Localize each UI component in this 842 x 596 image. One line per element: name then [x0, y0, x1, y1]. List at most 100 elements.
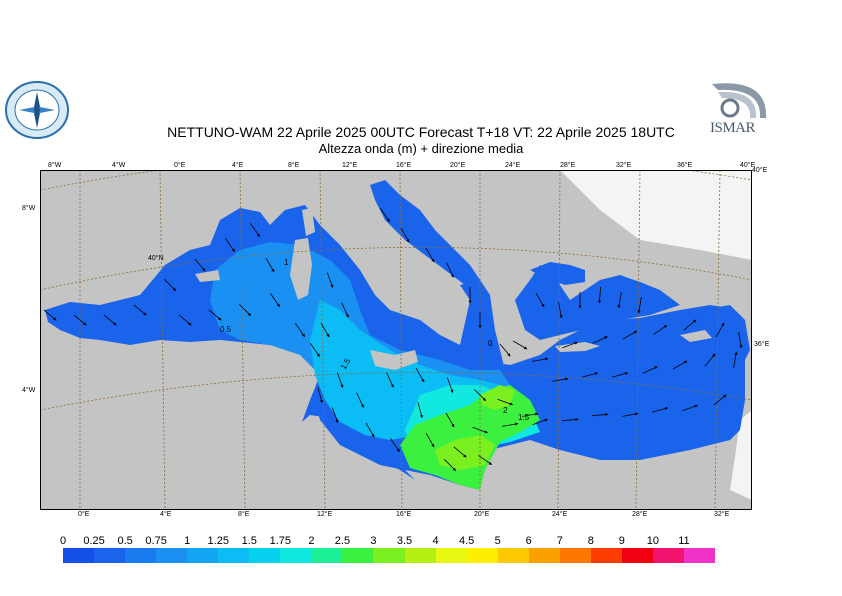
wave-direction-arrow	[622, 412, 639, 417]
wave-direction-arrow	[597, 286, 602, 304]
cyprus-island	[680, 330, 712, 342]
contour-label: 1	[284, 258, 289, 267]
wave-direction-arrow	[499, 343, 511, 357]
lon-label-top: 28°E	[560, 162, 576, 169]
legend-swatch	[218, 548, 250, 563]
wave-direction-arrow	[446, 262, 454, 278]
lon-label-bottom: 28°E	[632, 511, 648, 518]
legend-color-bar	[63, 548, 715, 563]
wave-direction-arrow	[250, 223, 260, 238]
wave-direction-arrow	[532, 357, 549, 362]
map-subtitle: Altezza onda (m) + direzione media	[318, 141, 524, 156]
legend-swatch	[652, 548, 684, 563]
wave-direction-arrow	[478, 455, 493, 465]
wave-direction-arrow	[535, 292, 545, 308]
lon-label-top: 12°E	[342, 162, 358, 169]
white-land-area	[730, 410, 752, 500]
wave-direction-arrow	[164, 279, 177, 292]
legend-swatch	[156, 548, 188, 563]
corsica-island	[302, 208, 315, 236]
wave-direction-arrow	[425, 247, 435, 263]
contour-label: 0	[488, 339, 493, 348]
lon-label-top: 4°E	[232, 162, 244, 169]
map-title: NETTUNO-WAM 22 Aprile 2025 00UTC Forecas…	[167, 124, 675, 140]
lon-label-bottom: 12°E	[317, 511, 333, 518]
wave-direction-arrow	[733, 351, 738, 368]
wave-direction-arrow	[331, 407, 339, 424]
sardinia-island	[290, 238, 312, 300]
lon-label-top: 32°E	[616, 162, 632, 169]
legend-swatch	[621, 548, 653, 563]
wave-direction-arrow	[445, 412, 455, 428]
wave-direction-arrow	[652, 407, 669, 413]
legend-swatch	[373, 548, 405, 563]
wave-direction-arrow	[400, 227, 410, 243]
legend-swatch	[466, 548, 498, 563]
sea-north-aegean	[530, 262, 585, 285]
wave-direction-arrow	[642, 366, 658, 374]
white-land-area	[560, 170, 752, 260]
legend-swatch	[280, 548, 312, 563]
wave-direction-arrow	[225, 238, 235, 253]
lat-label-right: 36°E	[754, 341, 770, 348]
lat-label-left: 4°W	[22, 387, 36, 394]
legend-label: 0.25	[83, 535, 105, 547]
legend-label: 11	[678, 535, 690, 547]
wave-direction-arrow	[497, 398, 514, 406]
legend-label: 0.75	[145, 535, 167, 547]
legend-swatch	[435, 548, 467, 563]
legend-label: 2.5	[334, 535, 351, 547]
wave-direction-arrow	[326, 272, 334, 289]
legend-label: 1.75	[269, 535, 292, 547]
balearic-island	[195, 270, 220, 282]
legend-swatch	[497, 548, 529, 563]
lon-label-bottom: 20°E	[474, 511, 490, 518]
wave-direction-arrow	[365, 422, 375, 438]
wave-band-3.25	[480, 385, 515, 410]
wave-direction-arrow	[672, 360, 688, 370]
wave-direction-arrow	[265, 257, 275, 273]
wave-direction-arrow	[622, 330, 638, 340]
crete-island	[555, 342, 600, 352]
wave-direction-arrow	[582, 372, 599, 378]
lat-label-left: 8°W	[22, 205, 36, 212]
wave-direction-arrow	[552, 377, 569, 382]
lon-label-top: 4°W	[112, 162, 126, 169]
graticule	[40, 170, 752, 510]
wave-height-legend: 0 0.25 0.5 0.75 1 1.25 1.5 1.75 2 2.5 3 3.5 4 4.5 5 6 7 8…	[60, 535, 715, 565]
legend-swatch	[63, 548, 95, 563]
ismar-logo-icon	[708, 78, 772, 142]
lon-label-bottom: 24°E	[552, 511, 568, 518]
lat-label-left: 40°N	[148, 255, 164, 262]
contour-label: 2	[503, 406, 508, 415]
sea-adriatic	[370, 180, 480, 285]
wave-direction-arrow	[591, 412, 609, 417]
legend-label: 1.25	[207, 535, 229, 547]
wave-direction-arrow	[380, 208, 390, 223]
legend-label: 7	[556, 535, 563, 547]
wave-direction-arrow	[415, 367, 425, 383]
wave-direction-arrow	[682, 404, 699, 412]
legend-label: 4.5	[458, 535, 475, 547]
lon-label-top: 16°E	[396, 162, 412, 169]
legend-label: 6	[525, 535, 532, 547]
wave-direction-arrow	[320, 322, 330, 338]
wave-direction-arrow	[356, 392, 364, 408]
legend-swatch	[342, 548, 374, 563]
wave-direction-arrow	[341, 302, 349, 318]
wave-direction-arrow	[386, 372, 394, 388]
wave-direction-arrow	[713, 394, 727, 406]
lon-label-top: 0°E	[174, 162, 186, 169]
sicily-island	[370, 350, 418, 370]
wave-direction-arrow	[270, 293, 280, 308]
lon-label-top: 8°E	[288, 162, 300, 169]
legend-label: 1	[184, 535, 191, 547]
wave-direction-arrow	[704, 353, 716, 367]
wave-direction-arrow	[425, 432, 435, 448]
legend-label: 1.5	[241, 535, 257, 547]
wave-direction-arrow	[103, 314, 117, 326]
wave-direction-arrow	[474, 389, 487, 402]
wave-direction-arrow	[562, 341, 579, 349]
legend-swatch	[125, 548, 157, 563]
wave-direction-arrow	[73, 314, 87, 326]
